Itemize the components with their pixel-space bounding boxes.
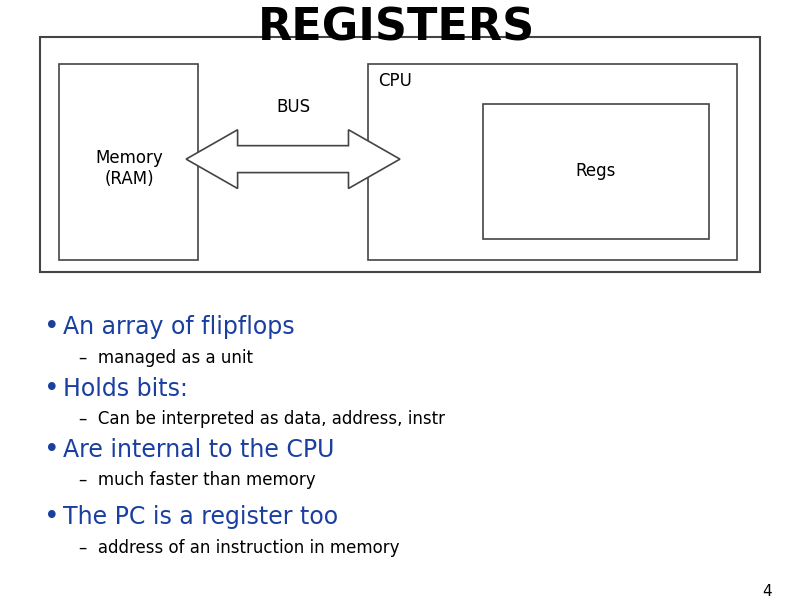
Bar (368, 64, 737, 260)
Text: –  managed as a unit: – managed as a unit (79, 349, 253, 367)
Text: Regs: Regs (576, 162, 615, 181)
Text: –  Can be interpreted as data, address, instr: – Can be interpreted as data, address, i… (79, 410, 445, 428)
Text: •: • (44, 504, 59, 530)
Text: •: • (44, 376, 59, 401)
Text: Holds bits:: Holds bits: (63, 376, 188, 401)
Text: REGISTERS: REGISTERS (257, 6, 535, 49)
Text: –  address of an instruction in memory: – address of an instruction in memory (79, 539, 400, 557)
Text: •: • (44, 437, 59, 463)
Bar (40, 37, 760, 272)
Text: –  much faster than memory: – much faster than memory (79, 471, 316, 490)
Text: The PC is a register too: The PC is a register too (63, 505, 338, 529)
Text: BUS: BUS (276, 98, 310, 116)
Text: •: • (44, 315, 59, 340)
Bar (59, 64, 198, 260)
Text: An array of flipflops: An array of flipflops (63, 315, 295, 340)
Text: CPU: CPU (379, 72, 413, 91)
Text: 4: 4 (763, 583, 772, 599)
Text: Are internal to the CPU: Are internal to the CPU (63, 438, 335, 462)
Bar (483, 104, 709, 239)
Text: Memory
(RAM): Memory (RAM) (95, 149, 163, 188)
Polygon shape (186, 130, 400, 188)
